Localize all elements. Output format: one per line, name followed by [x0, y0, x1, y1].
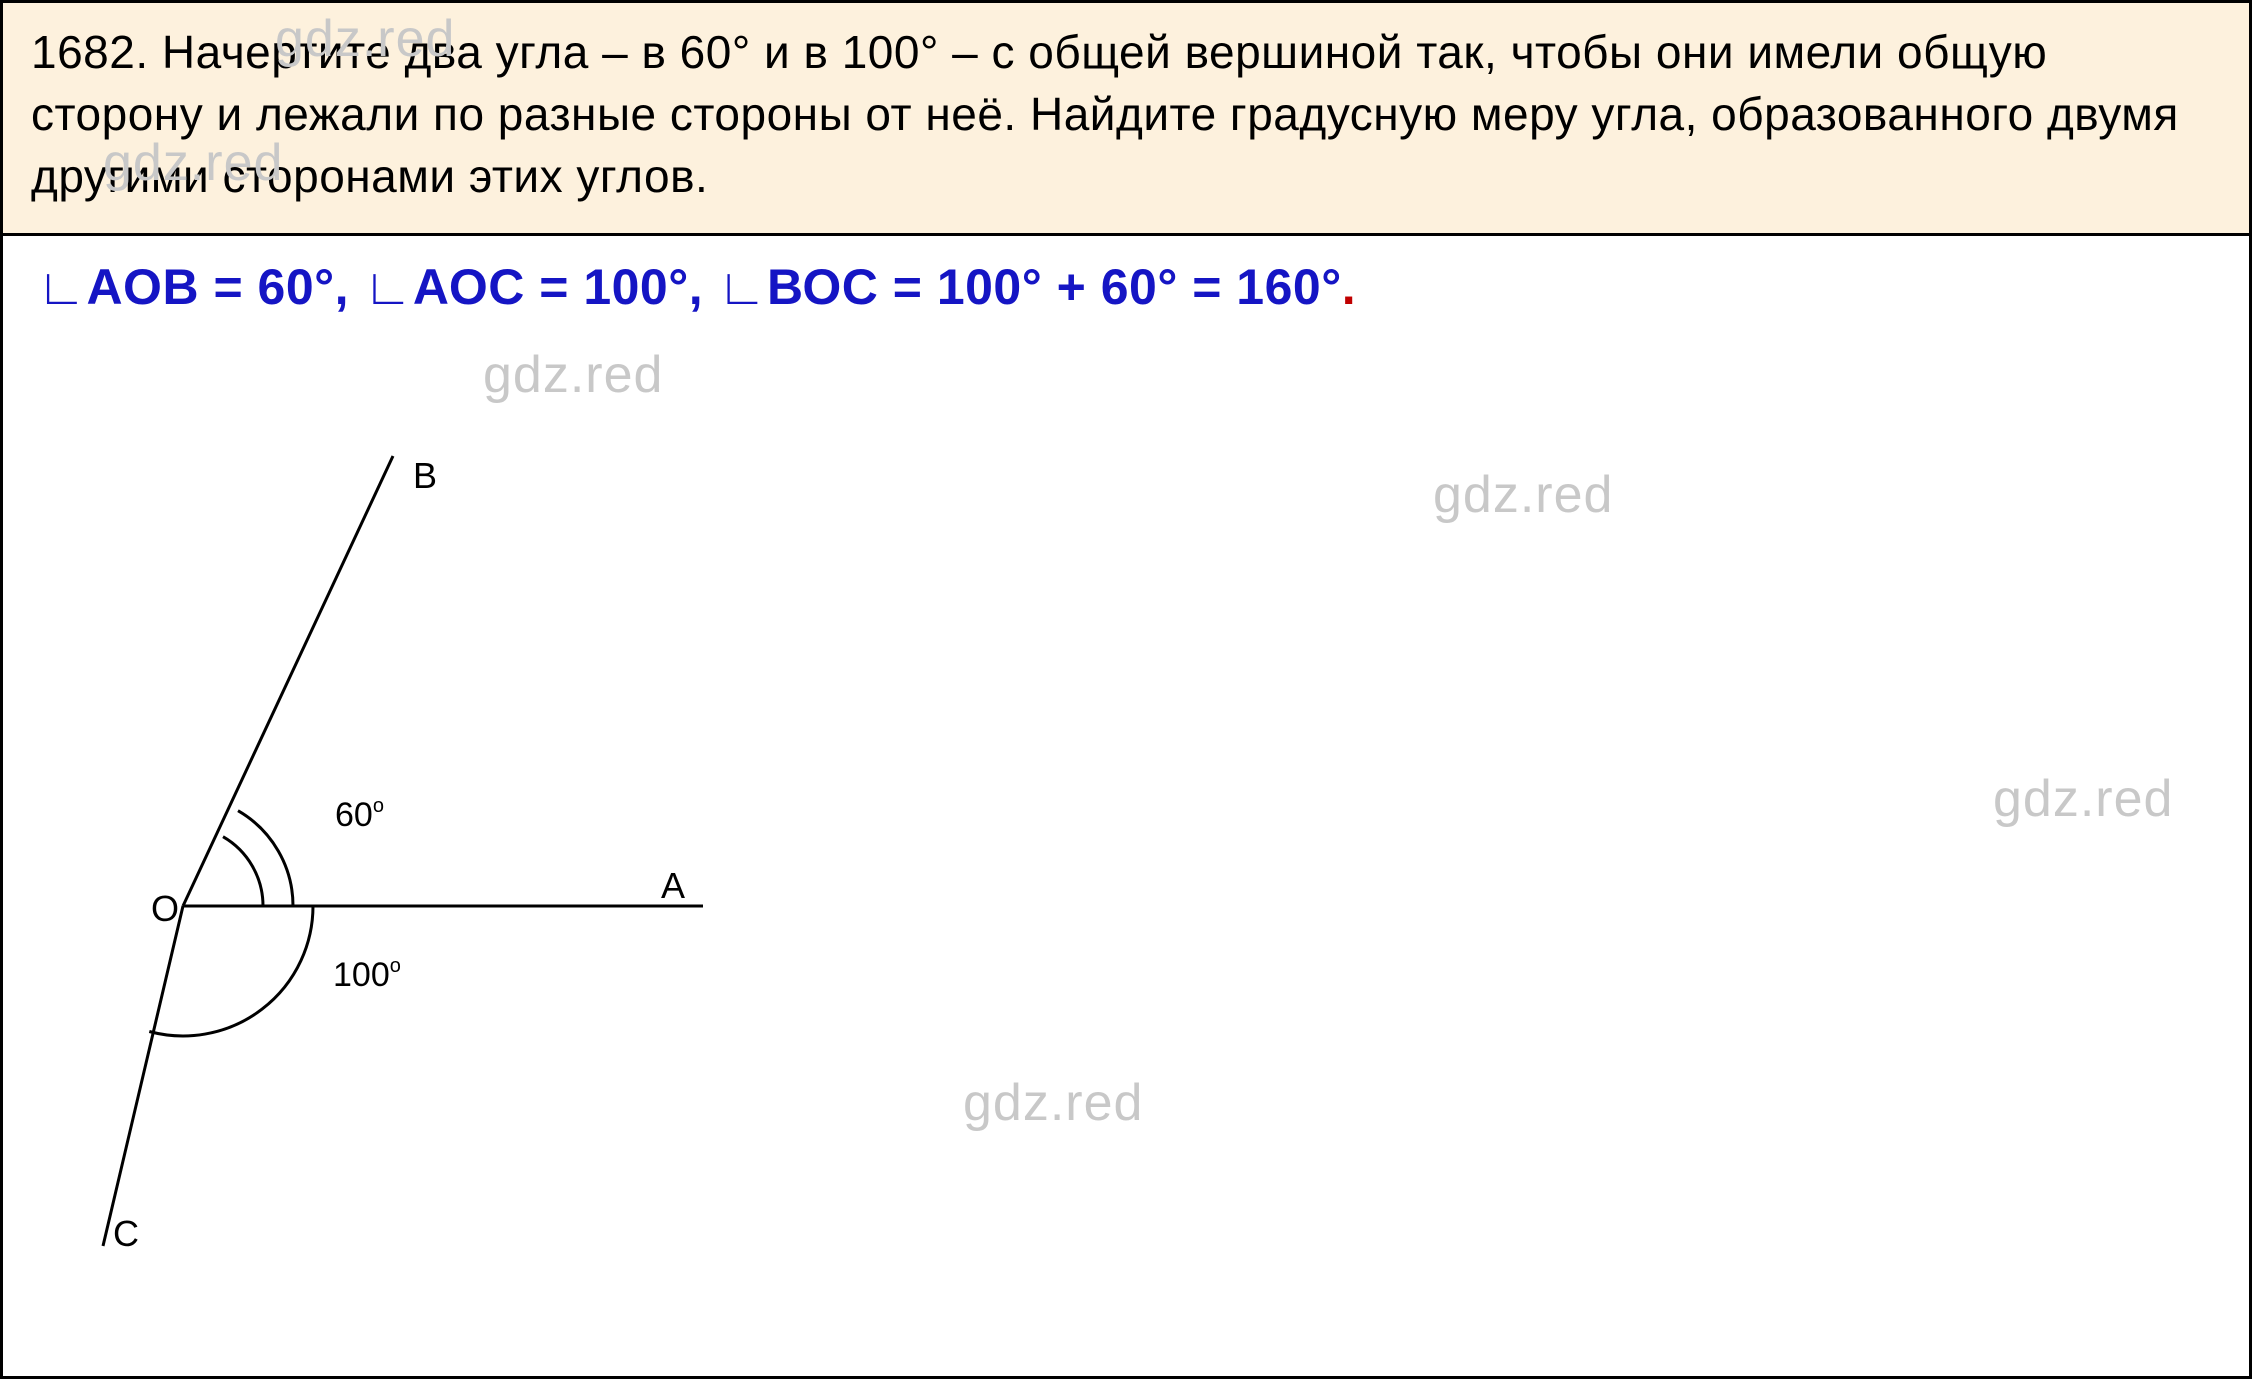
angle-diagram: O A B C 60o 100o [43, 376, 743, 1276]
ray-oc [103, 906, 183, 1246]
problem-box: 1682. Начертите два угла – в 60° и в 100… [3, 3, 2249, 236]
label-c: C [113, 1213, 139, 1254]
angle-100-value: 100 [333, 956, 390, 994]
label-a: A [661, 865, 685, 906]
solution-period: . [1342, 259, 1356, 315]
solution-area: ∟АOB = 60°, ∟АОС = 100°, ∟ВОС = 100° + 6… [3, 236, 2249, 1315]
angle-diagram-wrap: O A B C 60o 100o [43, 376, 743, 1276]
angle-label-100: 100o [333, 955, 401, 994]
label-b: B [413, 455, 437, 496]
solution-line: ∟АOB = 60°, ∟АОС = 100°, ∟ВОС = 100° + 6… [31, 258, 2221, 316]
ray-ob [183, 456, 393, 906]
arc-60-inner [223, 837, 263, 906]
angle-label-60: 60o [335, 795, 384, 834]
page-frame: 1682. Начертите два угла – в 60° и в 100… [0, 0, 2252, 1379]
problem-number: 1682. [31, 26, 149, 78]
label-o: O [151, 888, 179, 929]
angle-60-value: 60 [335, 796, 373, 834]
solution-text: ∟АOB = 60°, ∟АОС = 100°, ∟ВОС = 100° + 6… [37, 259, 1342, 315]
problem-text: Начертите два угла – в 60° и в 100° – с … [31, 26, 2179, 202]
